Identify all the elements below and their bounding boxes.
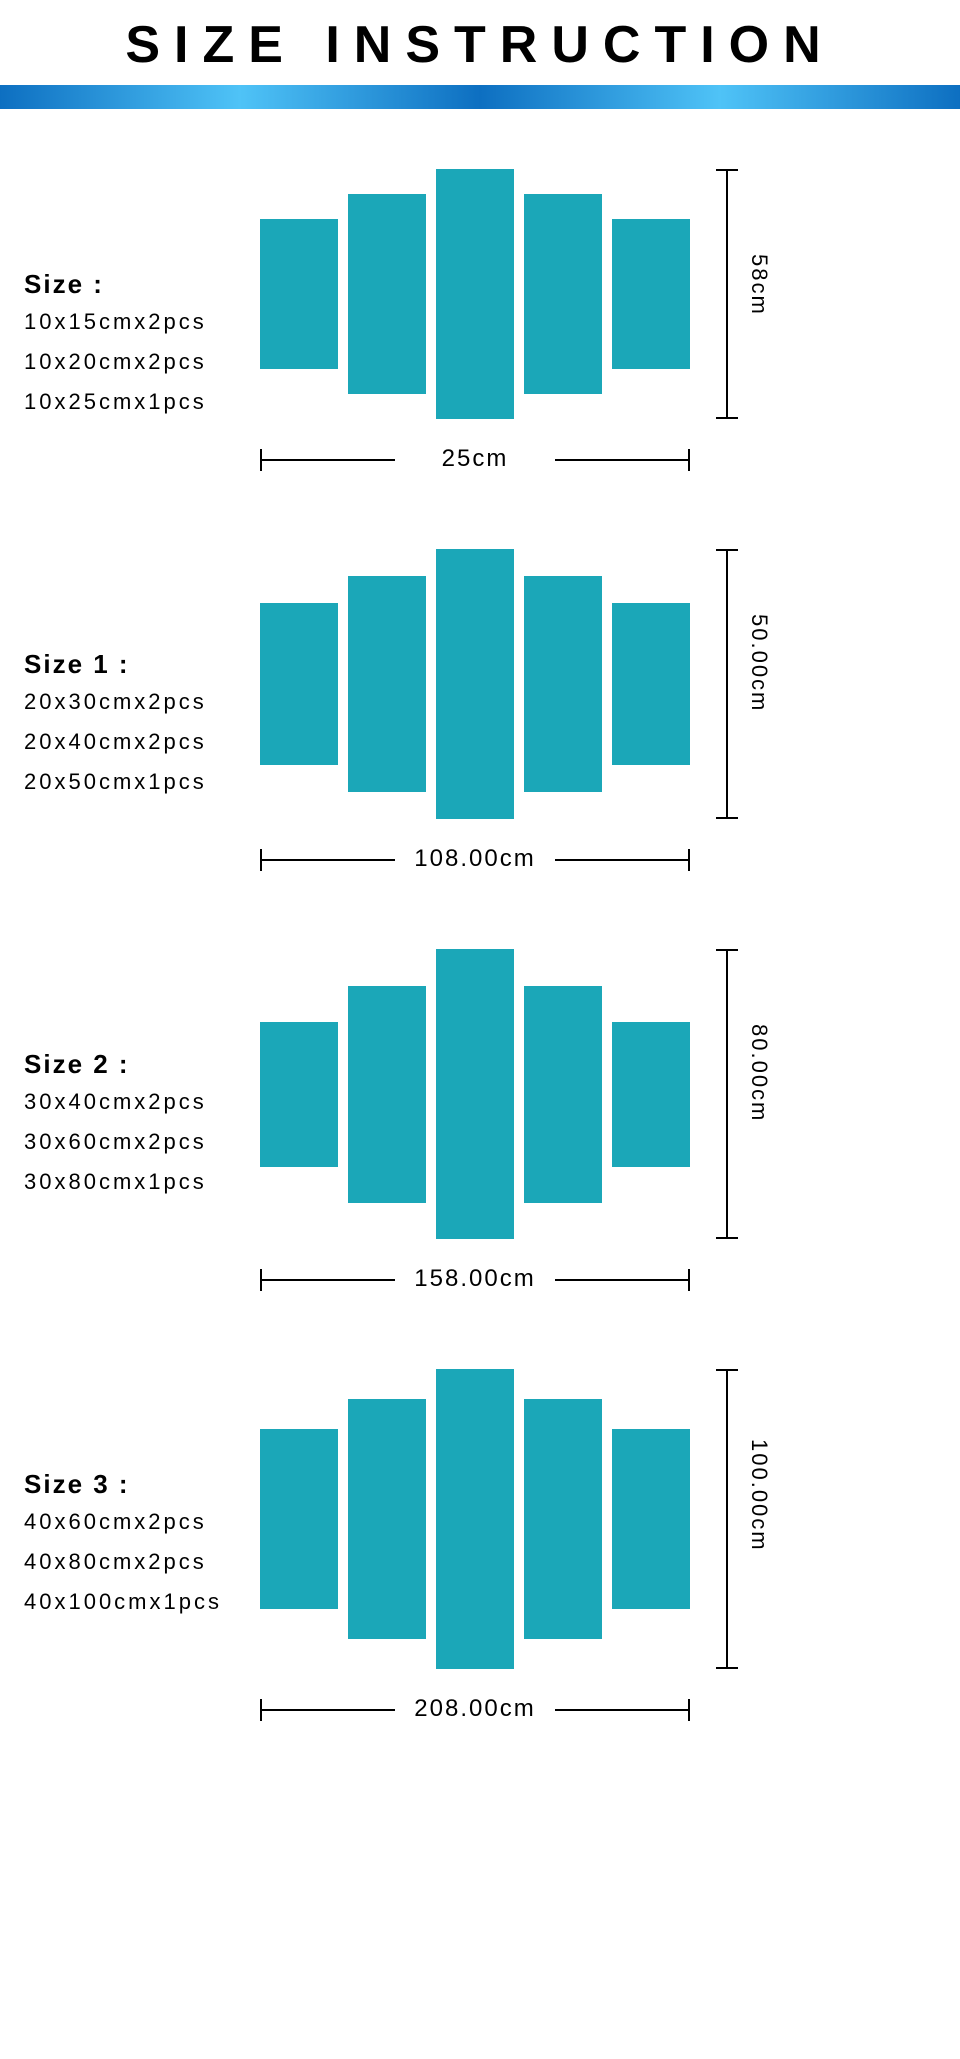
canvas-panel	[612, 1429, 690, 1609]
canvas-panel	[612, 1022, 690, 1167]
size-entry: Size 3 : 40x60cmx2pcs 40x80cmx2pcs 40x100cm…	[0, 1339, 960, 1769]
height-label: 100.00cm	[746, 1439, 772, 1552]
size-entry: Size 1 : 20x30cmx2pcs 20x40cmx2pcs 20x50cmx…	[0, 519, 960, 919]
size-spec-line: 40x80cmx2pcs	[24, 1549, 207, 1575]
canvas-panel	[260, 1429, 338, 1609]
height-label: 50.00cm	[746, 614, 772, 712]
size-spec-line: 10x20cmx2pcs	[24, 349, 207, 375]
width-label: 25cm	[260, 445, 690, 473]
size-spec-line: 20x40cmx2pcs	[24, 729, 207, 755]
title-bar: SIZE INSTRUCTION	[0, 0, 960, 85]
panel-group	[260, 1369, 690, 1669]
size-spec-line: 10x15cmx2pcs	[24, 309, 207, 335]
canvas-panel	[260, 603, 338, 765]
canvas-panel	[348, 576, 426, 792]
panel-group	[260, 949, 690, 1239]
width-label: 158.00cm	[260, 1265, 690, 1293]
canvas-panel	[348, 194, 426, 394]
size-entry: Size : 10x15cmx2pcs 10x20cmx2pcs 10x25cmx1p…	[0, 139, 960, 519]
canvas-panel	[436, 169, 514, 419]
size-spec-line: 20x30cmx2pcs	[24, 689, 207, 715]
canvas-panel	[260, 1022, 338, 1167]
gradient-divider	[0, 85, 960, 109]
page-title: SIZE INSTRUCTION	[0, 15, 960, 75]
width-bracket: 208.00cm	[260, 1699, 690, 1749]
canvas-panel	[436, 549, 514, 819]
size-spec-line: 20x50cmx1pcs	[24, 769, 207, 795]
canvas-panel	[436, 1369, 514, 1669]
entries-container: Size : 10x15cmx2pcs 10x20cmx2pcs 10x25cmx1p…	[0, 139, 960, 1769]
height-label: 80.00cm	[746, 1024, 772, 1122]
width-label: 108.00cm	[260, 845, 690, 873]
canvas-panel	[524, 986, 602, 1203]
width-bracket: 158.00cm	[260, 1269, 690, 1319]
canvas-panel	[436, 949, 514, 1239]
panel-group	[260, 549, 690, 819]
size-spec-line: 30x80cmx1pcs	[24, 1169, 207, 1195]
width-bracket: 25cm	[260, 449, 690, 499]
size-label: Size 1 :	[24, 649, 130, 680]
page-root: SIZE INSTRUCTION Size : 10x15cmx2pcs 10x20…	[0, 0, 960, 1769]
size-spec-line: 30x60cmx2pcs	[24, 1129, 207, 1155]
size-label: Size 2 :	[24, 1049, 130, 1080]
width-label: 208.00cm	[260, 1695, 690, 1723]
width-bracket: 108.00cm	[260, 849, 690, 899]
size-entry: Size 2 : 30x40cmx2pcs 30x60cmx2pcs 30x80cmx…	[0, 919, 960, 1339]
canvas-panel	[612, 603, 690, 765]
size-spec-line: 30x40cmx2pcs	[24, 1089, 207, 1115]
canvas-panel	[260, 219, 338, 369]
size-spec-line: 10x25cmx1pcs	[24, 389, 207, 415]
canvas-panel	[348, 1399, 426, 1639]
size-spec-line: 40x60cmx2pcs	[24, 1509, 207, 1535]
canvas-panel	[348, 986, 426, 1203]
size-label: Size :	[24, 269, 104, 300]
size-label: Size 3 :	[24, 1469, 130, 1500]
panel-group	[260, 169, 690, 419]
height-label: 58cm	[746, 254, 772, 316]
canvas-panel	[612, 219, 690, 369]
canvas-panel	[524, 1399, 602, 1639]
canvas-panel	[524, 576, 602, 792]
canvas-panel	[524, 194, 602, 394]
size-spec-line: 40x100cmx1pcs	[24, 1589, 222, 1615]
